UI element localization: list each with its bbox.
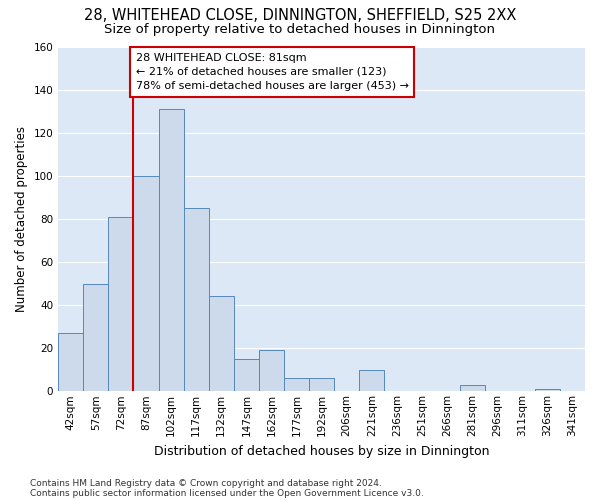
Text: 28 WHITEHEAD CLOSE: 81sqm
← 21% of detached houses are smaller (123)
78% of semi: 28 WHITEHEAD CLOSE: 81sqm ← 21% of detac… [136, 53, 409, 91]
Text: 28, WHITEHEAD CLOSE, DINNINGTON, SHEFFIELD, S25 2XX: 28, WHITEHEAD CLOSE, DINNINGTON, SHEFFIE… [84, 8, 516, 22]
Bar [209, 296, 234, 392]
Bar [158, 109, 184, 392]
Bar [184, 208, 209, 392]
Bar [234, 359, 259, 392]
Text: Size of property relative to detached houses in Dinnington: Size of property relative to detached ho… [104, 22, 496, 36]
Y-axis label: Number of detached properties: Number of detached properties [15, 126, 28, 312]
Bar [535, 389, 560, 392]
Bar [284, 378, 309, 392]
X-axis label: Distribution of detached houses by size in Dinnington: Distribution of detached houses by size … [154, 444, 490, 458]
Bar [133, 176, 158, 392]
Bar [109, 216, 133, 392]
Text: Contains public sector information licensed under the Open Government Licence v3: Contains public sector information licen… [30, 488, 424, 498]
Bar [460, 385, 485, 392]
Bar [83, 284, 109, 392]
Text: Contains HM Land Registry data © Crown copyright and database right 2024.: Contains HM Land Registry data © Crown c… [30, 478, 382, 488]
Bar [58, 333, 83, 392]
Bar [359, 370, 385, 392]
Bar [259, 350, 284, 392]
Bar [309, 378, 334, 392]
